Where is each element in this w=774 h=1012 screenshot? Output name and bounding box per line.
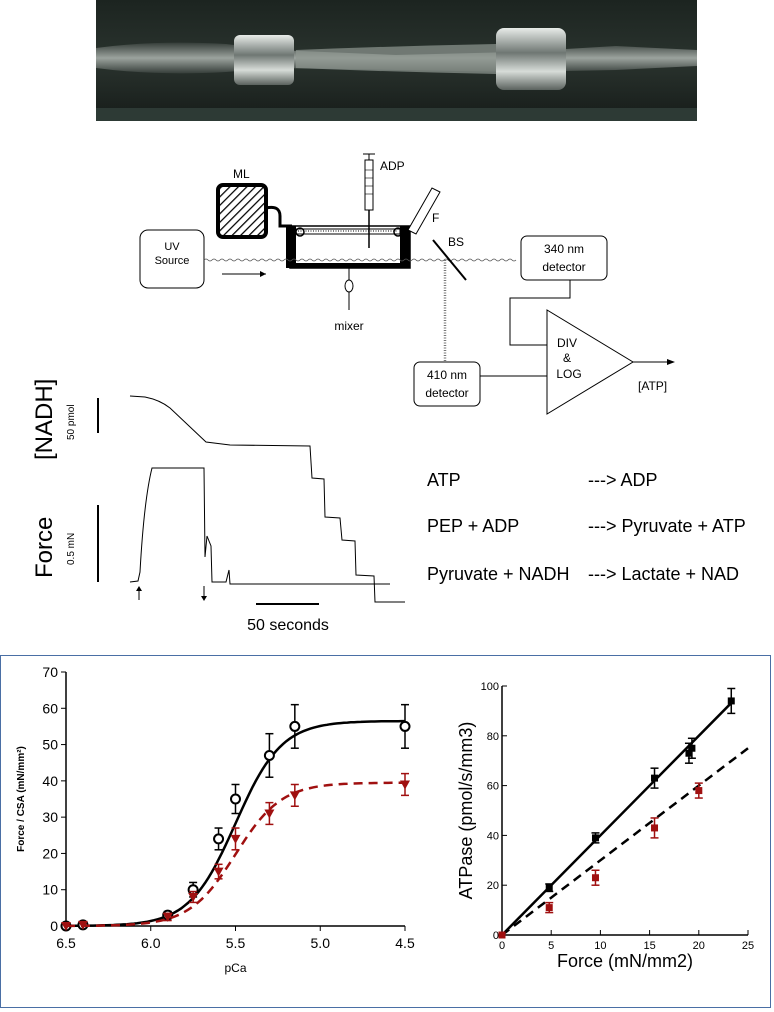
- series-2-point: [651, 824, 659, 832]
- y-tick-label: 10: [42, 882, 58, 898]
- x-tick-label: 25: [742, 940, 754, 952]
- series-1-fit: [501, 700, 735, 936]
- series-1-point: [230, 793, 241, 805]
- label-source: Source: [155, 255, 190, 267]
- fiber-photo: [96, 0, 697, 121]
- time-scale-label: 50 seconds: [247, 617, 329, 634]
- y-axis-label: Force / CSA (mN/mm²): [16, 746, 27, 852]
- series-1-point: [289, 720, 301, 732]
- series-2-point: [591, 874, 599, 882]
- series-1-point: [263, 749, 275, 761]
- series-2-point: [162, 912, 173, 922]
- x-tick-label: 10: [594, 940, 606, 952]
- label-log: LOG: [556, 367, 581, 381]
- label-det340-1: 340 nm: [544, 242, 584, 256]
- atpase-force-chart: 0 20 40 60 80 100 0 5 10 15 20 25 Force (mN/mm2) ATPa…: [456, 681, 754, 971]
- label-mixer: mixer: [334, 319, 363, 333]
- x-axis-label: Force (mN/mm2): [557, 951, 693, 971]
- y-tick-label: 70: [42, 664, 58, 680]
- force-axis-label: Force: [31, 517, 58, 578]
- series-2-point: [61, 922, 71, 931]
- series-1-point: [213, 833, 225, 845]
- y-tick-label: 40: [42, 773, 58, 789]
- series-1-fit: [66, 719, 405, 928]
- y-tick-label: 100: [481, 681, 499, 693]
- y-tick-label: 20: [42, 845, 58, 861]
- series-2-point: [498, 931, 506, 939]
- series-1-point: [688, 744, 696, 752]
- label-adp: ADP: [380, 159, 405, 173]
- reaction-3-right: ---> Lactate + NAD: [588, 564, 740, 584]
- y-tick-label: 30: [42, 809, 58, 825]
- charts-frame: [0, 655, 771, 1008]
- label-det340-2: detector: [542, 260, 585, 274]
- x-tick-label: 4.5: [395, 935, 415, 951]
- reaction-3-left: Pyruvate + NADH: [427, 564, 570, 584]
- y-tick-label: 50: [42, 737, 58, 753]
- label-uv: UV: [164, 241, 180, 253]
- x-tick-label: 5: [548, 940, 554, 952]
- x-axis-label: pCa: [224, 961, 246, 975]
- y-tick-label: 40: [487, 830, 499, 842]
- nadh-scale-label: 50 pmol: [66, 404, 77, 440]
- reaction-1-left: ATP: [427, 470, 461, 490]
- apparatus-diagram: ML ADP F UV Source mixer BS 340 nm detec…: [139, 153, 675, 415]
- series-2-point: [213, 867, 224, 877]
- nadh-axis-label: [NADH]: [31, 379, 58, 460]
- reaction-2-left: PEP + ADP: [427, 516, 520, 536]
- reaction-1-right: ---> ADP: [588, 470, 658, 490]
- label-ml: ML: [233, 167, 250, 181]
- x-tick-label: 0: [499, 940, 505, 952]
- x-tick-label: 6.0: [141, 935, 161, 951]
- series-1-point: [651, 774, 659, 782]
- reaction-2-right: ---> Pyruvate + ATP: [588, 516, 746, 536]
- x-tick-label: 15: [643, 940, 655, 952]
- series-2-point: [695, 787, 703, 795]
- y-tick-label: 0: [493, 930, 499, 942]
- y-axis-label: ATPase (pmol/s/mm3): [456, 722, 476, 900]
- series-1-point: [727, 697, 735, 705]
- y-tick-label: 60: [42, 700, 58, 716]
- label-f: F: [432, 211, 439, 225]
- y-tick-label: 20: [487, 880, 499, 892]
- series-1-point: [399, 720, 411, 732]
- series-2-point: [289, 791, 300, 801]
- label-det410-1: 410 nm: [427, 368, 467, 382]
- series-2-point: [188, 892, 199, 902]
- label-div: DIV: [557, 336, 577, 350]
- trace-panel: [NADH] 50 pmol Force 0.5 mN 50 seconds: [31, 379, 405, 634]
- series-2-fit: [501, 747, 749, 936]
- series-1-point: [591, 834, 599, 842]
- x-tick-label: 20: [693, 940, 705, 952]
- force-scale-label: 0.5 mN: [66, 533, 77, 565]
- series-2-point: [230, 834, 241, 844]
- y-tick-label: 80: [487, 731, 499, 743]
- series-1-point: [685, 749, 693, 757]
- label-det410-2: detector: [425, 386, 468, 400]
- series-1-point: [545, 884, 553, 892]
- series-2-point: [545, 904, 553, 912]
- label-atp-out: [ATP]: [638, 379, 667, 393]
- x-tick-label: 6.5: [56, 935, 76, 951]
- series-2-point: [400, 780, 410, 790]
- label-amp: &: [563, 351, 571, 365]
- y-tick-label: 60: [487, 781, 499, 793]
- series-2-point: [264, 809, 275, 819]
- y-tick-label: 0: [50, 918, 58, 934]
- series-2-fit: [66, 781, 405, 928]
- label-bs: BS: [448, 235, 464, 249]
- force-pca-chart: 0 10 20 30 40 50 60 70 6.5 6.0 5.5 5.0 4.5 pCa Force /…: [16, 664, 415, 975]
- x-tick-label: 5.5: [226, 935, 246, 951]
- series-2-point: [77, 920, 88, 930]
- x-tick-label: 5.0: [311, 935, 331, 951]
